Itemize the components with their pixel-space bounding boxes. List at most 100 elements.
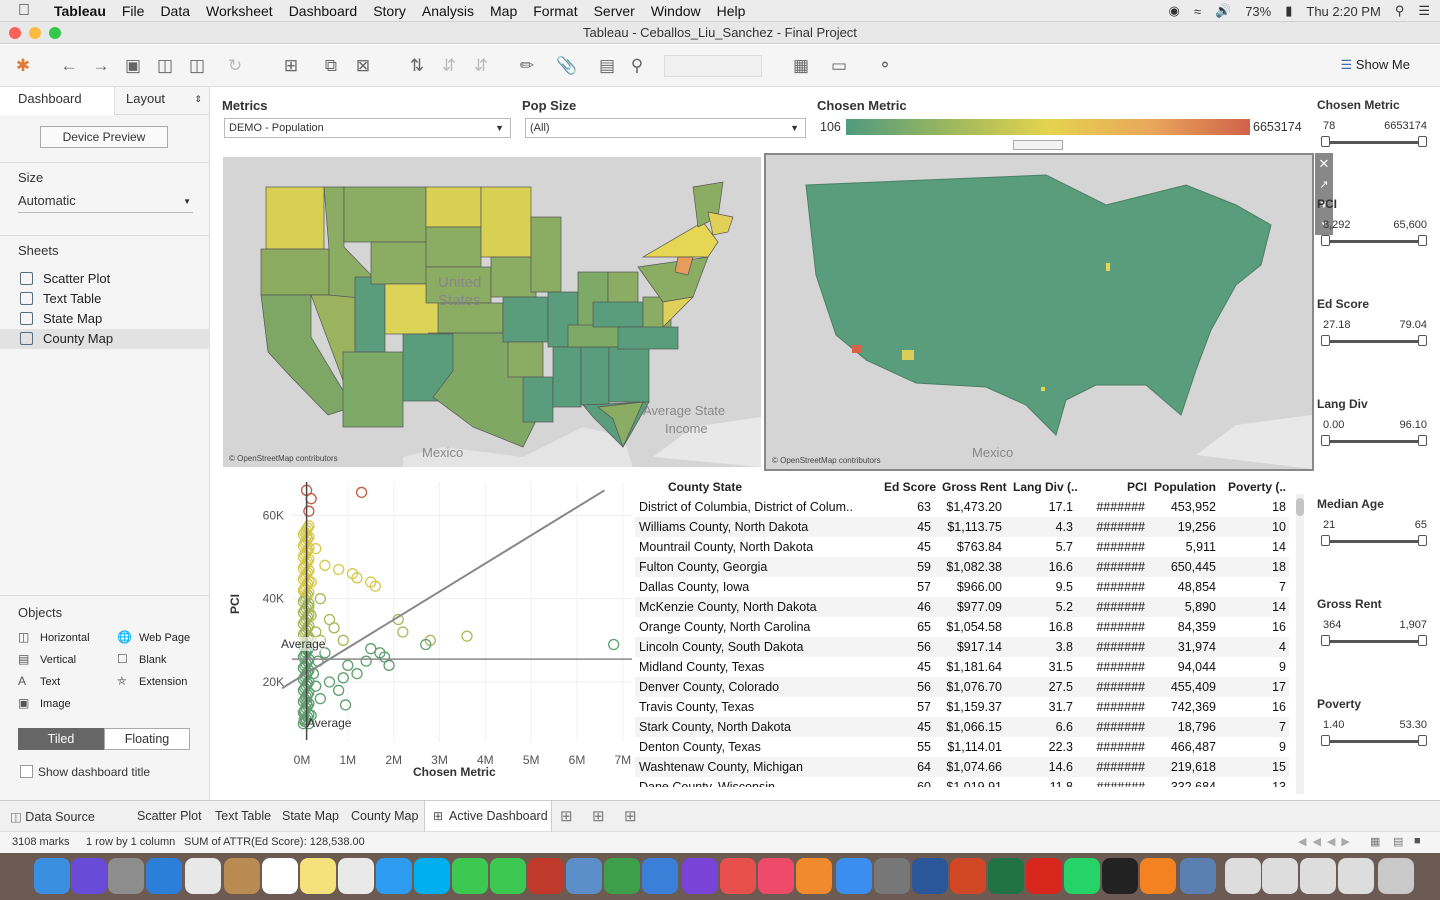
table-header-ed-score[interactable]: Ed Score [884, 480, 937, 494]
slider-max-handle[interactable] [1418, 435, 1427, 446]
scatter-point[interactable] [305, 493, 317, 505]
object-web-page[interactable]: 🌐 Web Page [117, 630, 190, 644]
tab-layout[interactable]: Layout ⇕ [115, 87, 210, 115]
slider-min-handle[interactable] [1321, 535, 1330, 546]
wifi-icon[interactable]: ≈ [1193, 3, 1201, 19]
object-vertical[interactable]: ▤ Vertical [18, 652, 76, 666]
menu-file[interactable]: File [121, 2, 145, 19]
table-row[interactable]: District of Columbia, District of Colum.… [635, 497, 1289, 517]
menu-app[interactable]: Tableau [54, 2, 106, 19]
scatter-point[interactable] [365, 643, 377, 655]
trend-line[interactable] [281, 489, 606, 690]
scatter-point[interactable] [369, 580, 381, 592]
scatter-point[interactable] [351, 572, 363, 584]
table-row[interactable]: Dallas County, Iowa 57 $966.00 9.5 ####### 48… [635, 577, 1289, 597]
table-row[interactable]: Fulton County, Georgia 59 $1,082.38 16.6 ###… [635, 557, 1289, 577]
tableau-logo-icon[interactable]: ✱ [15, 56, 31, 75]
skype-status-icon[interactable]: ◉ [1168, 3, 1180, 18]
scatter-point[interactable] [333, 563, 345, 576]
scatter-point[interactable] [314, 593, 326, 605]
group-members-icon[interactable]: 📎 [556, 56, 578, 75]
county-map[interactable]: Mexico © OpenStreetMap contributors [764, 153, 1314, 471]
dock-downloads-3-icon[interactable] [1300, 858, 1336, 894]
new-story-icon[interactable]: ⊞ [624, 808, 637, 825]
tab-active-dashboard[interactable]: ⊞ Active Dashboard [424, 801, 552, 832]
table-scrollbar[interactable] [1296, 494, 1304, 794]
scatter-point[interactable] [303, 505, 315, 517]
menu-map[interactable]: Map [490, 2, 518, 19]
scatter-point[interactable] [608, 638, 620, 651]
menu-worksheet[interactable]: Worksheet [206, 2, 273, 19]
dock-books-icon[interactable] [796, 858, 832, 894]
dock-trash-icon[interactable] [1378, 858, 1414, 894]
scatter-point[interactable] [383, 659, 395, 671]
table-row[interactable]: Midland County, Texas 45 $1,181.64 31.5 ####… [635, 657, 1289, 677]
tab-dashboard[interactable]: Dashboard [0, 87, 115, 115]
slider-min-handle[interactable] [1321, 136, 1330, 147]
slider-max-handle[interactable] [1418, 136, 1427, 147]
object-image[interactable]: ▣ Image [18, 696, 71, 710]
object-text[interactable]: A Text [18, 674, 60, 688]
menu-window[interactable]: Window [650, 2, 701, 19]
scatter-point[interactable] [397, 626, 409, 638]
dock-messages-blue-icon[interactable] [376, 858, 412, 894]
close-icon[interactable]: ✕ [1318, 156, 1330, 171]
dock-downloads-2-icon[interactable] [1262, 858, 1298, 894]
slider-max-handle[interactable] [1418, 735, 1427, 746]
layout-drag-handle[interactable] [1013, 140, 1063, 150]
popsize-dropdown[interactable]: (All) ▼ [525, 118, 806, 138]
dock-powerpoint-icon[interactable] [950, 858, 986, 894]
go-to-sheet-icon[interactable]: ↗ [1319, 179, 1329, 191]
dock-terminal-icon[interactable] [1102, 858, 1138, 894]
dock-launchpad-icon[interactable] [108, 858, 144, 894]
dock-finder-icon[interactable] [34, 858, 70, 894]
size-dropdown[interactable]: Automatic ▼ [18, 193, 193, 213]
scatter-point[interactable] [303, 520, 315, 532]
dock-music-icon[interactable] [758, 858, 794, 894]
dock-chrome-icon[interactable] [185, 858, 221, 894]
scatter-point[interactable] [298, 713, 310, 726]
dock-calendar-icon[interactable] [262, 858, 298, 894]
view-tabs-icon[interactable]: ■ [1414, 835, 1421, 847]
dock-notes-folder-icon[interactable] [224, 858, 260, 894]
dock-keynote-icon[interactable] [642, 858, 678, 894]
battery-percent[interactable]: 73% [1245, 3, 1272, 19]
scatter-point[interactable] [360, 655, 372, 667]
menu-dashboard[interactable]: Dashboard [288, 2, 358, 19]
menu-help[interactable]: Help [716, 2, 746, 19]
menu-format[interactable]: Format [533, 2, 578, 19]
slider-min-handle[interactable] [1321, 435, 1330, 446]
dock-notes-icon[interactable] [300, 858, 336, 894]
menu-server[interactable]: Server [593, 2, 635, 19]
metrics-dropdown[interactable]: DEMO - Population ▼ [224, 118, 511, 138]
sheet-item-state-map[interactable]: State Map [0, 309, 210, 329]
table-row[interactable]: Dane County, Wisconsin 60 $1,019.91 11.8 ###… [635, 777, 1289, 787]
table-row[interactable]: Denton County, Texas 55 $1,114.01 22.3 #####… [635, 737, 1289, 757]
table-header-pci[interactable]: PCI [1127, 480, 1148, 494]
view-grid-icon[interactable]: ▦ [1370, 836, 1381, 848]
show-cards-icon[interactable]: ▦ [792, 56, 810, 75]
apple-icon[interactable]:  [18, 2, 40, 20]
undo-icon[interactable]: ← [60, 56, 78, 75]
dock-tableau-icon[interactable] [1180, 858, 1216, 894]
swap-axes-icon[interactable]: ⇅ [409, 56, 425, 75]
menu-data[interactable]: Data [160, 2, 191, 19]
zoom-window-button[interactable] [49, 27, 61, 39]
slider-track[interactable] [1327, 340, 1421, 343]
share-icon[interactable]: ⚬ [877, 56, 893, 75]
slider-track[interactable] [1327, 440, 1421, 443]
scatter-point[interactable] [420, 638, 432, 651]
slider-min-handle[interactable] [1321, 235, 1330, 246]
tab-text-table[interactable]: Text Table [215, 809, 272, 823]
object-blank[interactable]: ☐ Blank [117, 652, 167, 666]
dock-app-store-icon[interactable] [836, 858, 872, 894]
slider-max-handle[interactable] [1418, 335, 1427, 346]
dock-news-icon[interactable] [720, 858, 756, 894]
table-header-gross-rent[interactable]: Gross Rent [942, 480, 1007, 494]
battery-icon[interactable]: ▮ [1285, 3, 1293, 18]
show-title-checkbox[interactable] [20, 765, 33, 778]
sheet-item-text-table[interactable]: Text Table [0, 289, 210, 309]
slider-min-handle[interactable] [1321, 635, 1330, 646]
scatter-point[interactable] [323, 613, 336, 626]
highlight-icon[interactable]: ✏ [519, 56, 535, 75]
